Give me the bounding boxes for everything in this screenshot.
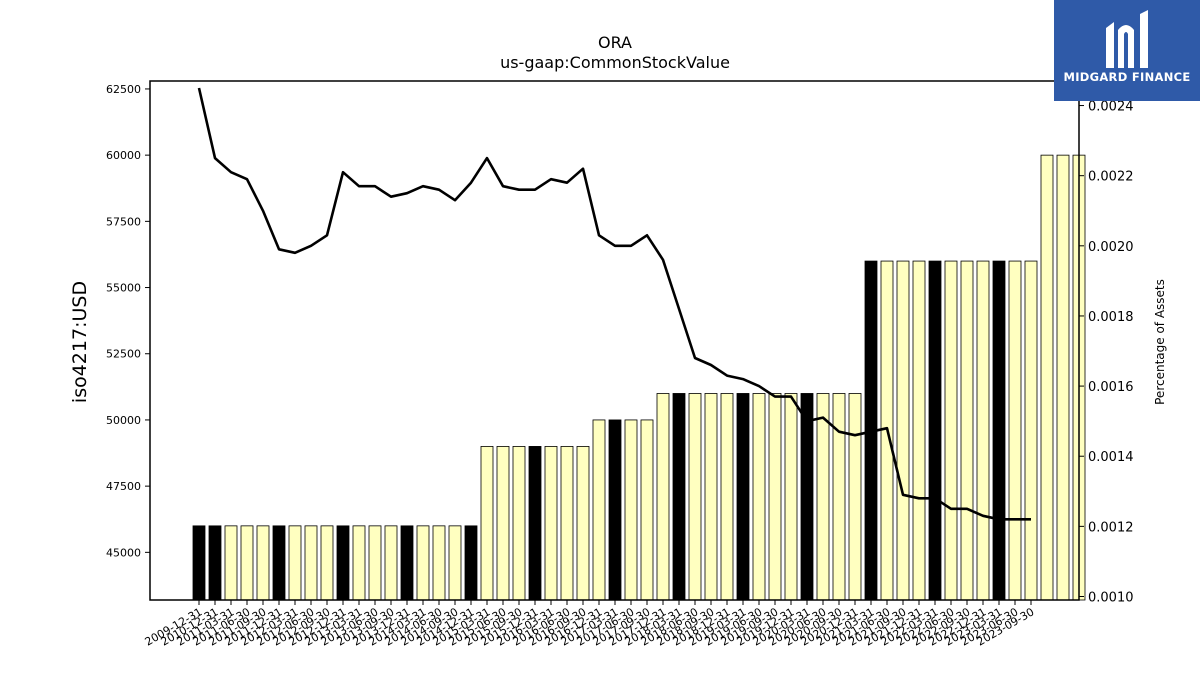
bar-2010-12-31 <box>256 525 270 601</box>
bar-2013-12-31 <box>448 525 462 601</box>
y2-tick-label: 0.0012 <box>1088 520 1134 535</box>
bar-2016-06-30 <box>608 419 622 601</box>
bar-2016-12-31 <box>640 419 654 601</box>
bar-2016-03-31 <box>592 419 606 601</box>
bar-2014-09-30 <box>496 446 510 601</box>
bar-2015-06-30 <box>544 446 558 601</box>
bar-2017-12-31 <box>704 393 718 601</box>
percentage-line <box>197 87 1031 521</box>
bar-2021-09-30 <box>944 260 958 601</box>
bar-2018-03-31 <box>720 393 734 601</box>
y2-axis-label: Percentage of Assets <box>1153 279 1167 405</box>
bar-2013-06-30 <box>416 525 430 601</box>
left-y-axis: 45000 47500 50000 52500 55000 57500 60000 62500 <box>106 83 150 559</box>
bar-2020-03-31 <box>848 393 862 601</box>
y2-tick-label: 0.0020 <box>1088 240 1134 255</box>
bar-2020-12-31 <box>896 260 910 601</box>
bar-2009-12-31 <box>192 525 206 601</box>
bar-2012-06-30 <box>352 525 366 601</box>
bar-2013-03-31 <box>400 525 414 601</box>
bar-2015-09-30 <box>560 446 574 601</box>
y2-tick-label: 0.0018 <box>1088 310 1134 325</box>
bar-2018-06-30 <box>736 393 750 601</box>
bar-2023-03-31 <box>1040 154 1054 601</box>
bar-2012-12-31 <box>384 525 398 601</box>
bar-2023-06-30 <box>1056 154 1070 601</box>
bar-2015-12-31 <box>576 446 590 601</box>
y2-tick-label: 0.0024 <box>1088 100 1134 115</box>
bar-2010-09-30 <box>240 525 254 601</box>
bar-2019-06-30 <box>800 393 814 601</box>
bar-2021-06-30 <box>928 260 942 601</box>
x-axis: 2009-12-312010-12-312011-03-312011-06-30… <box>143 600 1037 649</box>
bar-2022-06-30 <box>992 260 1006 601</box>
chart-subtitle: us-gaap:CommonStockValue <box>500 53 730 72</box>
y-tick-label: 45000 <box>106 546 141 559</box>
bar-2011-12-31 <box>320 525 334 601</box>
bar-2017-03-31 <box>656 393 670 601</box>
y-axis-label: iso4217:USD <box>69 281 91 403</box>
bar-2019-12-31 <box>832 393 846 601</box>
right-y-axis: 0.0010 0.0012 0.0014 0.0016 0.0018 0.0020 0.00… <box>1079 100 1134 605</box>
y2-tick-label: 0.0014 <box>1088 450 1134 465</box>
bar-2022-12-31 <box>1024 260 1038 601</box>
bar-2021-12-31 <box>960 260 974 601</box>
bar-2014-12-31 <box>512 446 526 601</box>
bar-2014-06-30 <box>480 446 494 601</box>
y2-tick-label: 0.0022 <box>1088 170 1134 185</box>
bar-2022-09-30 <box>1008 260 1022 601</box>
bar-2013-09-30 <box>432 525 446 601</box>
bar-2017-09-30 <box>688 393 702 601</box>
line-series <box>197 87 1031 521</box>
bar-2011-03-31 <box>272 525 286 601</box>
y2-tick-label: 0.0016 <box>1088 380 1134 395</box>
bar-2018-12-31 <box>768 393 782 601</box>
y-tick-label: 47500 <box>106 480 141 493</box>
bar-2016-09-30 <box>624 419 638 601</box>
bar-2010-06-30 <box>224 525 238 601</box>
bar-2018-09-30 <box>752 393 766 601</box>
y-tick-label: 57500 <box>106 215 141 228</box>
brand-logo: MIDGARD FINANCE <box>1054 0 1200 101</box>
bar-2017-06-30 <box>672 393 686 601</box>
bar-2015-03-31 <box>528 446 542 601</box>
y-tick-label: 62500 <box>106 83 141 96</box>
y-tick-label: 50000 <box>106 414 141 427</box>
y2-tick-label: 0.0010 <box>1088 590 1134 605</box>
bar-2019-03-31 <box>784 393 798 601</box>
y-tick-label: 55000 <box>106 282 141 295</box>
chart-title: ORA <box>598 33 632 52</box>
bar-2011-09-30 <box>304 525 318 601</box>
bar-2021-03-31 <box>912 260 926 601</box>
logo-mark-icon <box>1106 10 1148 68</box>
bar-2010-03-31 <box>208 525 222 601</box>
bar-2011-06-30 <box>288 525 302 601</box>
y-tick-label: 60000 <box>106 149 141 162</box>
bar-series <box>192 154 1086 601</box>
y-tick-label: 52500 <box>106 348 141 361</box>
bar-2014-03-31 <box>464 525 478 601</box>
logo-text: MIDGARD FINANCE <box>1063 70 1191 84</box>
bar-2022-03-31 <box>976 260 990 601</box>
bar-2012-09-30 <box>368 525 382 601</box>
bar-2012-03-31 <box>336 525 350 601</box>
bar-2019-09-30 <box>816 393 830 601</box>
